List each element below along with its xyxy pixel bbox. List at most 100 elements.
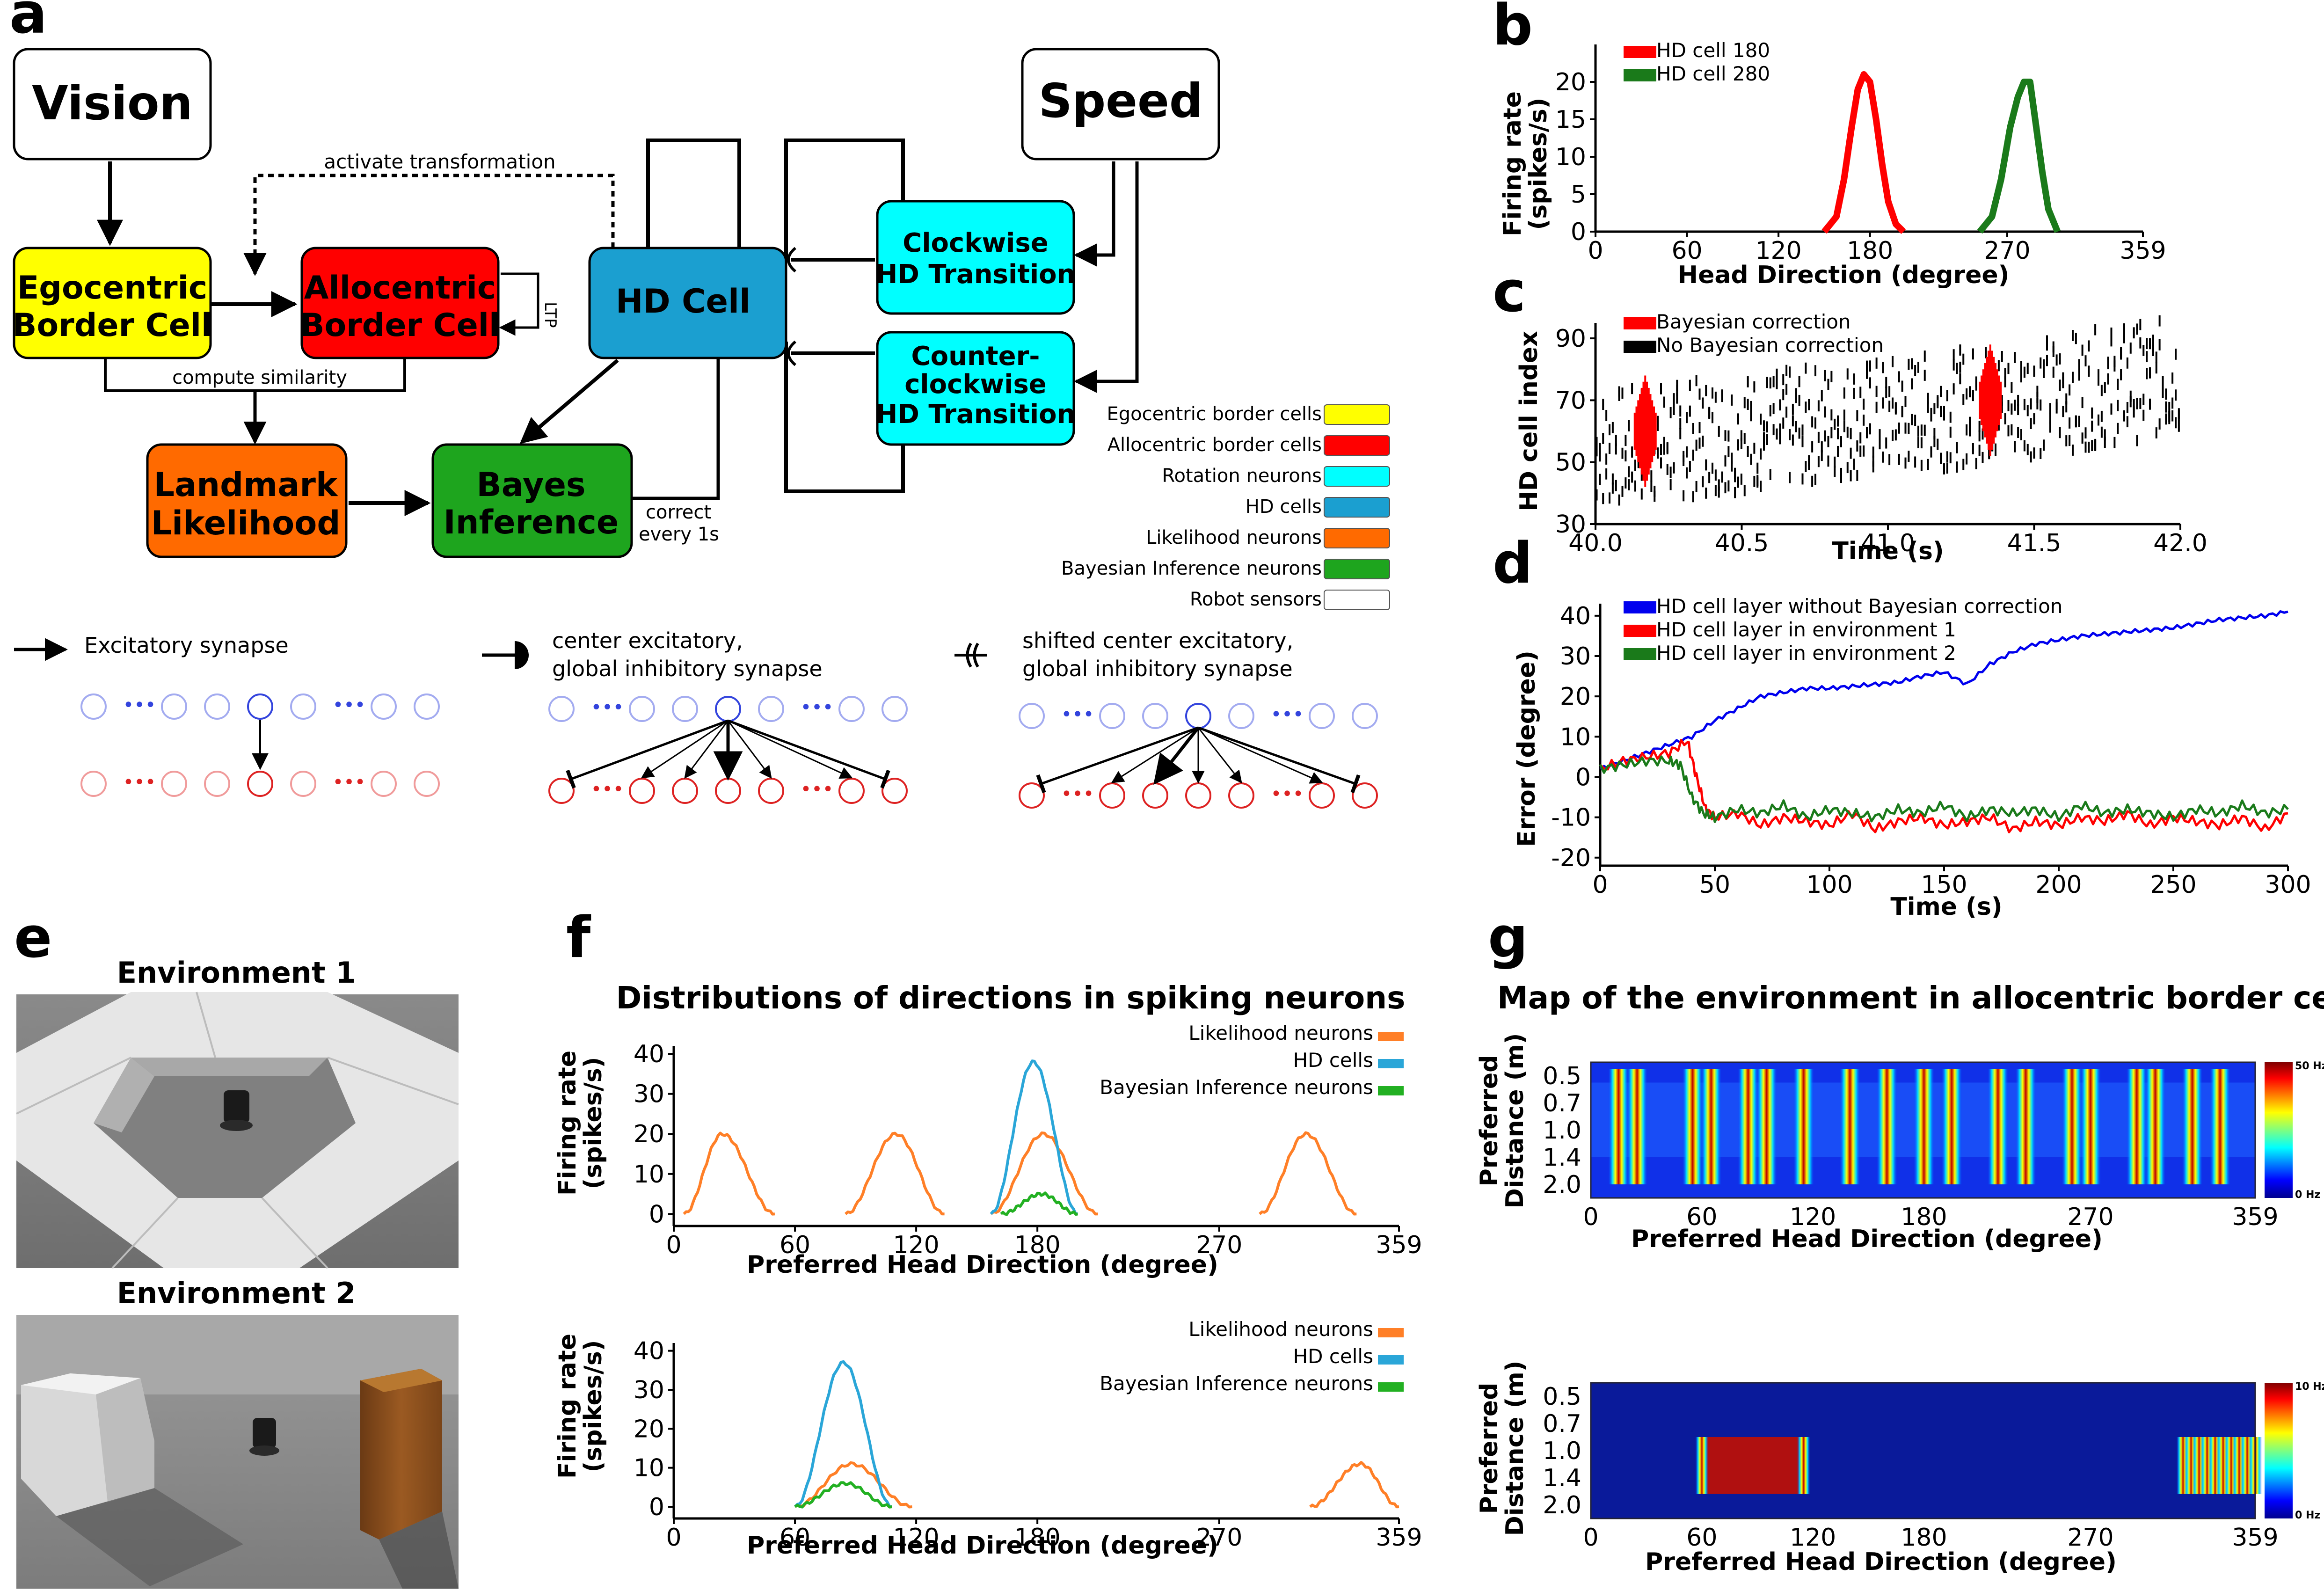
chart-b-xtick-label: 359 bbox=[2120, 237, 2166, 265]
chart-b: Firing rate (spikes/s) Head Direction (d… bbox=[1499, 39, 2166, 289]
chart-d-series-0 bbox=[1599, 610, 2288, 770]
chart-g2: Preferred Distance (m) Preferred Head Di… bbox=[1475, 1361, 2324, 1576]
chart-c-xtick-label: 41.0 bbox=[1861, 529, 1915, 557]
synapse-ellipsis: ••• bbox=[1271, 704, 1304, 725]
synapse-neuron bbox=[1185, 703, 1211, 729]
chart-c-legend-1: Bayesian correction bbox=[1656, 310, 1851, 333]
chart-g1-xtick-label: 359 bbox=[2232, 1203, 2278, 1231]
chart-d-xtick-label: 150 bbox=[1921, 871, 1967, 899]
chart-g2-ylabel-2: Distance (m) bbox=[1501, 1361, 1529, 1536]
chart-f1-series-0-peak-3 bbox=[1259, 1131, 1357, 1216]
chart-g1-xtick-label: 0 bbox=[1583, 1203, 1598, 1231]
chart-g1-ytick-label: 1.0 bbox=[1543, 1117, 1581, 1145]
synapse-neuron bbox=[371, 771, 397, 797]
synapse-neuron bbox=[1228, 782, 1254, 809]
chart-f2-ytick-label: 10 bbox=[634, 1454, 664, 1482]
chart-f1-legend-2: HD cells bbox=[1293, 1049, 1373, 1072]
chart-f1-series-1-peak-0 bbox=[990, 1059, 1078, 1216]
chart-d-xtick-label: 0 bbox=[1592, 871, 1608, 899]
chart-b-ylabel-1: Firing rate bbox=[1499, 91, 1527, 236]
chart-d-xtick-label: 100 bbox=[1806, 871, 1852, 899]
synapse-neuron bbox=[161, 771, 187, 797]
chart-f2-ytick-label: 20 bbox=[634, 1415, 664, 1443]
legend-swatch-hd bbox=[1324, 497, 1390, 518]
chart-g2-colorbar-max: 10 Hz bbox=[2295, 1381, 2324, 1393]
chart-g1-stripe bbox=[1701, 1069, 1722, 1184]
chart-g2-xtick-label: 120 bbox=[1790, 1524, 1836, 1552]
synapse-neuron bbox=[204, 693, 230, 720]
synapse-neuron bbox=[715, 778, 741, 804]
node-clockwise-transition bbox=[876, 200, 1075, 315]
synapse-shifted-label-1: shifted center excitatory, bbox=[1022, 628, 1293, 653]
chart-g1-stripe bbox=[2062, 1069, 2083, 1184]
synapse-neuron bbox=[161, 693, 187, 720]
node-cw-line1: Clockwise bbox=[903, 228, 1048, 258]
label-correct-2: every 1s bbox=[639, 524, 719, 545]
chart-g2-band-stripe bbox=[1695, 1437, 1709, 1494]
chart-d-legend-swatch-2 bbox=[1624, 625, 1656, 637]
legend-label-hd: HD cells bbox=[1246, 496, 1322, 518]
chart-g1-stripe bbox=[1756, 1069, 1777, 1184]
chart-c-plot: 40.0 40.5 41.0 41.5 42.0 30 50 70 90 bbox=[1555, 315, 2207, 557]
chart-g1-stripe bbox=[1876, 1069, 1897, 1184]
chart-g1-xtick-label: 180 bbox=[1901, 1203, 1947, 1231]
edge-hd-self-loop bbox=[646, 139, 741, 248]
synapse-center-label-2: global inhibitory synapse bbox=[552, 656, 823, 681]
synapse-ellipsis: ••• bbox=[123, 772, 156, 793]
chart-f2-xtick-label: 180 bbox=[1014, 1524, 1061, 1552]
node-landmark-line1: Landmark bbox=[153, 466, 338, 504]
chart-b-xtick-label: 270 bbox=[1984, 237, 2030, 265]
synapse-neuron bbox=[371, 693, 397, 720]
chart-g2-colorbar bbox=[2265, 1383, 2293, 1518]
chart-g1-stripe bbox=[1839, 1069, 1860, 1184]
chart-g1-stripe bbox=[2182, 1069, 2203, 1184]
chart-g1-stripe bbox=[2209, 1069, 2230, 1184]
chart-g2-xtick-label: 180 bbox=[1901, 1524, 1947, 1552]
chart-b-xtick-label: 120 bbox=[1755, 237, 1801, 265]
chart-f1-ytick-label: 20 bbox=[634, 1120, 664, 1148]
chart-f1: Firing rate (spikes/s) Preferred Head Di… bbox=[554, 1022, 1422, 1279]
chart-b-series-0 bbox=[1821, 71, 1906, 234]
chart-f2-legend-swatch-2 bbox=[1378, 1355, 1404, 1365]
chart-f1-xtick-label: 0 bbox=[666, 1231, 681, 1259]
chart-g2-xtick-label: 0 bbox=[1583, 1524, 1598, 1552]
synapse-ellipsis: ••• bbox=[1061, 783, 1094, 805]
chart-d-legend-1: HD cell layer without Bayesian correctio… bbox=[1656, 595, 2062, 618]
synapse-center-excitatory-edge bbox=[728, 720, 853, 779]
node-bayes-inference bbox=[431, 443, 633, 558]
chart-f2-legend-3: Bayesian Inference neurons bbox=[1100, 1372, 1373, 1395]
synapse-ellipsis: ••• bbox=[1061, 704, 1094, 725]
chart-f1-ylabel-2: (spikes/s) bbox=[579, 1057, 607, 1190]
synapse-center-inhibitory-edge bbox=[728, 719, 890, 789]
legend-label-rotation: Rotation neurons bbox=[1162, 465, 1322, 487]
chart-b-ylabel-2: (spikes/s) bbox=[1524, 98, 1552, 230]
chart-f2-series-0-peak-1 bbox=[1309, 1461, 1399, 1509]
synapse-neuron bbox=[1309, 782, 1335, 809]
synapse-neuron bbox=[758, 696, 784, 722]
chart-c-xlabel: Time (s) bbox=[1832, 537, 1944, 565]
legend-label-allo: Allocentric border cells bbox=[1107, 434, 1322, 456]
chart-f2-xtick-label: 359 bbox=[1376, 1524, 1422, 1552]
environments: Environment 1 Environment 2 bbox=[16, 956, 459, 1589]
panel-label-e: e bbox=[14, 905, 52, 971]
env2-image bbox=[16, 1315, 459, 1589]
chart-f1-xtick-label: 120 bbox=[893, 1231, 939, 1259]
chart-d-xtick-label: 200 bbox=[2035, 871, 2082, 899]
chart-f1-ylabel-1: Firing rate bbox=[554, 1051, 582, 1196]
edge-speed-ccw bbox=[1074, 161, 1139, 393]
synapse-neuron bbox=[414, 693, 440, 720]
node-ego-line1: Egocentric bbox=[17, 270, 207, 307]
node-vision-label: Vision bbox=[32, 76, 193, 131]
node-bayes-line1: Bayes bbox=[476, 466, 585, 504]
synapse-shifted-excitatory-edge bbox=[1198, 727, 1323, 784]
chart-c-xtick-label: 41.5 bbox=[2007, 529, 2062, 557]
chart-c-xtick-label: 42.0 bbox=[2153, 529, 2207, 557]
chart-f1-legend-swatch-1 bbox=[1378, 1032, 1404, 1041]
legend-label-bayes: Bayesian Inference neurons bbox=[1061, 558, 1322, 579]
chart-g2-ytick-label: 1.0 bbox=[1543, 1437, 1581, 1465]
chart-d-xlabel: Time (s) bbox=[1890, 893, 2002, 921]
chart-f2-series-1-peak-0 bbox=[794, 1360, 892, 1508]
chart-c-ylabel: HD cell index bbox=[1515, 331, 1543, 511]
synapse-excitatory-label: Excitatory synapse bbox=[84, 633, 289, 658]
